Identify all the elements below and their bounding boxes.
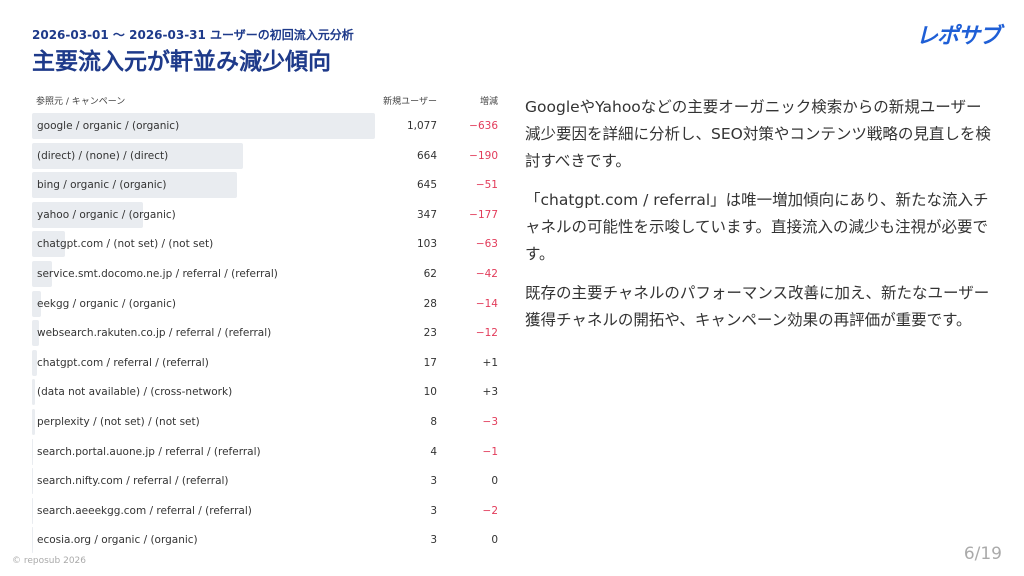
source-cell: perplexity / (not set) / (not set): [37, 416, 200, 428]
users-cell: 645: [416, 179, 437, 192]
bar: [32, 142, 244, 169]
change-cell: −12: [475, 327, 498, 340]
source-cell: search.nifty.com / referral / (referral): [37, 475, 229, 488]
table-row: bing / organic / (organic) 645 −51: [32, 172, 502, 199]
users-cell: 103: [416, 238, 437, 251]
paragraph: 既存の主要チャネルのパフォーマンス改善に加え、新たなユーザー獲得チャネルの開拓や…: [525, 284, 990, 329]
table-row: eekgg / organic / (organic) 28 −14: [32, 290, 502, 317]
change-cell: −1: [482, 445, 498, 458]
source-cell: yahoo / organic / (organic): [37, 208, 176, 221]
bar: [32, 320, 40, 347]
users-cell: 17: [423, 356, 437, 369]
table-row: (direct) / (none) / (direct) 664 −190: [32, 142, 502, 169]
table-row: service.smt.docomo.ne.jp / referral / (r…: [32, 261, 502, 287]
change-cell: −14: [475, 297, 498, 310]
source-cell: websearch.rakuten.co.jp / referral / (re…: [37, 327, 272, 340]
copyright: © reposub 2026: [12, 556, 86, 566]
users-cell: 3: [430, 475, 437, 488]
source-cell: ecosia.org / organic / (organic): [37, 534, 198, 547]
paragraph: 「chatgpt.com / referral」は唯一増加傾向にあり、新たな流入…: [525, 191, 989, 263]
source-cell: (direct) / (none) / (direct): [37, 149, 169, 162]
table-row: ecosia.org / organic / (organic) 3 0: [32, 527, 502, 554]
column-header: 増減: [479, 97, 498, 107]
change-cell: −2: [482, 504, 498, 517]
table-row: chatgpt.com / referral / (referral) 17 +1: [32, 349, 502, 376]
bar: [32, 438, 34, 465]
table-row: websearch.rakuten.co.jp / referral / (re…: [32, 320, 502, 347]
change-cell: −51: [475, 179, 498, 192]
users-cell: 664: [416, 149, 437, 162]
bar: [32, 261, 52, 287]
table-row: chatgpt.com / (not set) / (not set) 103 −6…: [32, 231, 502, 258]
change-cell: −42: [475, 268, 498, 280]
source-cell: chatgpt.com / (not set) / (not set): [37, 238, 214, 251]
source-cell: bing / organic / (organic): [37, 179, 167, 192]
column-header: 新規ユーザー: [383, 97, 437, 107]
users-cell: 4: [430, 445, 437, 458]
users-cell: 23: [423, 327, 437, 340]
table-row: yahoo / organic / (organic) 347 −177: [32, 201, 502, 228]
change-cell: −3: [482, 416, 498, 428]
change-cell: 0: [491, 534, 498, 547]
users-cell: 3: [430, 534, 437, 547]
table-row: search.aeeekgg.com / referral / (referra…: [32, 497, 502, 524]
subtitle: 2026-03-01 ～ 2026-03-31 ユーザーの初回流入元分析: [32, 28, 354, 42]
users-cell: 62: [423, 268, 437, 280]
change-cell: −636: [469, 120, 498, 132]
users-cell: 28: [423, 297, 437, 310]
table-row: search.portal.auone.jp / referral / (ref…: [32, 438, 502, 465]
bar: [32, 497, 33, 524]
source-cell: eekgg / organic / (organic): [37, 297, 176, 310]
bar: [32, 201, 143, 228]
bar: [32, 113, 375, 139]
source-cell: chatgpt.com / referral / (referral): [37, 356, 209, 369]
change-cell: −190: [469, 149, 498, 162]
bar: [32, 290, 41, 317]
source-cell: google / organic / (organic): [37, 120, 180, 132]
table-row: (data not available) / (cross-network) 10…: [32, 379, 502, 406]
bar: [32, 231, 65, 258]
source-cell: (data not available) / (cross-network): [37, 386, 233, 399]
table-row: perplexity / (not set) / (not set) 8 −3: [32, 409, 502, 435]
change-cell: +3: [482, 386, 498, 399]
change-cell: 0: [491, 475, 498, 488]
bar: [32, 527, 33, 554]
users-cell: 347: [416, 208, 437, 221]
paragraph: GoogleやYahooなどの主要オーガニック検索からの新規ユーザー減少要因を詳…: [525, 98, 991, 170]
commentary: GoogleやYahooなどの主要オーガニック検索からの新規ユーザー減少要因を詳…: [525, 94, 995, 346]
table-row: search.nifty.com / referral / (referral)…: [32, 468, 502, 495]
bar: [32, 172, 238, 199]
change-cell: −177: [469, 208, 498, 221]
users-cell: 1,077: [406, 120, 437, 132]
users-cell: 10: [423, 386, 437, 399]
users-cell: 3: [430, 504, 437, 517]
bar: [32, 409, 35, 435]
bar: [32, 468, 33, 495]
source-cell: service.smt.docomo.ne.jp / referral / (r…: [37, 268, 278, 280]
title: 主要流入元が軒並み減少傾向: [32, 49, 331, 75]
column-header: 参照元 / キャンペーン: [36, 97, 126, 107]
change-cell: +1: [482, 356, 498, 369]
bar: [32, 349, 38, 376]
source-cell: search.portal.auone.jp / referral / (ref…: [37, 445, 261, 458]
page-number: 6/19: [963, 544, 1002, 564]
logo: レポサブ: [915, 24, 1001, 49]
source-cell: search.aeeekgg.com / referral / (referra…: [37, 504, 252, 517]
bar: [32, 379, 36, 406]
users-cell: 8: [430, 416, 437, 428]
table-row: google / organic / (organic) 1,077 −636: [32, 113, 502, 139]
change-cell: −63: [475, 238, 498, 251]
